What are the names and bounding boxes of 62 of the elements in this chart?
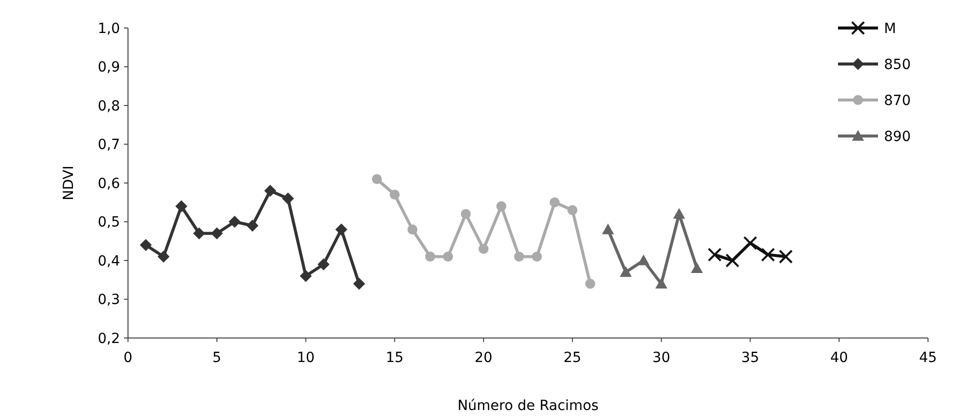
x-tick-label: 40 xyxy=(830,350,848,366)
point xyxy=(655,278,668,289)
point xyxy=(690,262,703,274)
x-tick-label: 5 xyxy=(212,350,222,366)
point xyxy=(175,200,188,212)
point xyxy=(708,248,722,262)
point xyxy=(478,244,489,254)
point xyxy=(778,250,793,264)
point xyxy=(407,224,418,234)
x-tick-label: 30 xyxy=(652,350,670,366)
point xyxy=(496,201,506,212)
point xyxy=(318,258,330,270)
y-axis-title: NDVI xyxy=(61,166,77,200)
legend-label: 890 xyxy=(884,128,911,145)
y-tick-label: 0,8 xyxy=(98,98,120,114)
point xyxy=(532,252,542,262)
y-tick-label: 0,2 xyxy=(98,330,120,347)
point xyxy=(228,216,241,228)
point xyxy=(567,205,578,216)
x-tick-label: 15 xyxy=(386,350,404,366)
point xyxy=(761,248,775,262)
x-axis-title: Número de Racimos xyxy=(457,398,599,414)
y-tick-label: 0,5 xyxy=(98,214,120,231)
point xyxy=(300,270,312,282)
point xyxy=(514,252,524,262)
point xyxy=(282,192,294,204)
legend-label: 850 xyxy=(884,56,911,73)
x-tick-label: 0 xyxy=(124,350,132,366)
y-tick-label: 0,9 xyxy=(98,60,120,76)
point xyxy=(585,278,596,289)
point xyxy=(158,250,170,263)
point xyxy=(210,227,223,240)
point xyxy=(335,224,348,236)
x-tick-label: 25 xyxy=(564,350,582,366)
point xyxy=(443,252,453,262)
x-tick-label: 35 xyxy=(741,350,760,366)
point xyxy=(425,252,436,262)
point xyxy=(140,239,152,251)
point xyxy=(673,208,686,219)
x-tick-label: 45 xyxy=(919,350,937,366)
point xyxy=(390,190,400,200)
point xyxy=(620,266,632,277)
point xyxy=(353,278,366,290)
point xyxy=(743,236,758,250)
legend-label: 870 xyxy=(884,92,911,109)
y-tick-label: 1,0 xyxy=(98,20,120,37)
y-tick-label: 0,6 xyxy=(98,176,120,192)
point xyxy=(550,197,560,208)
point xyxy=(602,224,614,234)
point xyxy=(638,254,650,266)
x-tick-label: 10 xyxy=(296,350,315,366)
point xyxy=(372,174,382,184)
x-tick-label: 20 xyxy=(474,350,492,366)
point xyxy=(460,209,471,219)
y-tick-label: 0,7 xyxy=(98,137,120,154)
legend-label: M xyxy=(884,20,896,37)
point xyxy=(246,220,258,232)
y-tick-label: 0,3 xyxy=(98,292,120,308)
point xyxy=(264,184,276,197)
point xyxy=(725,254,740,268)
y-tick-label: 0,4 xyxy=(98,253,120,270)
point xyxy=(193,227,206,240)
